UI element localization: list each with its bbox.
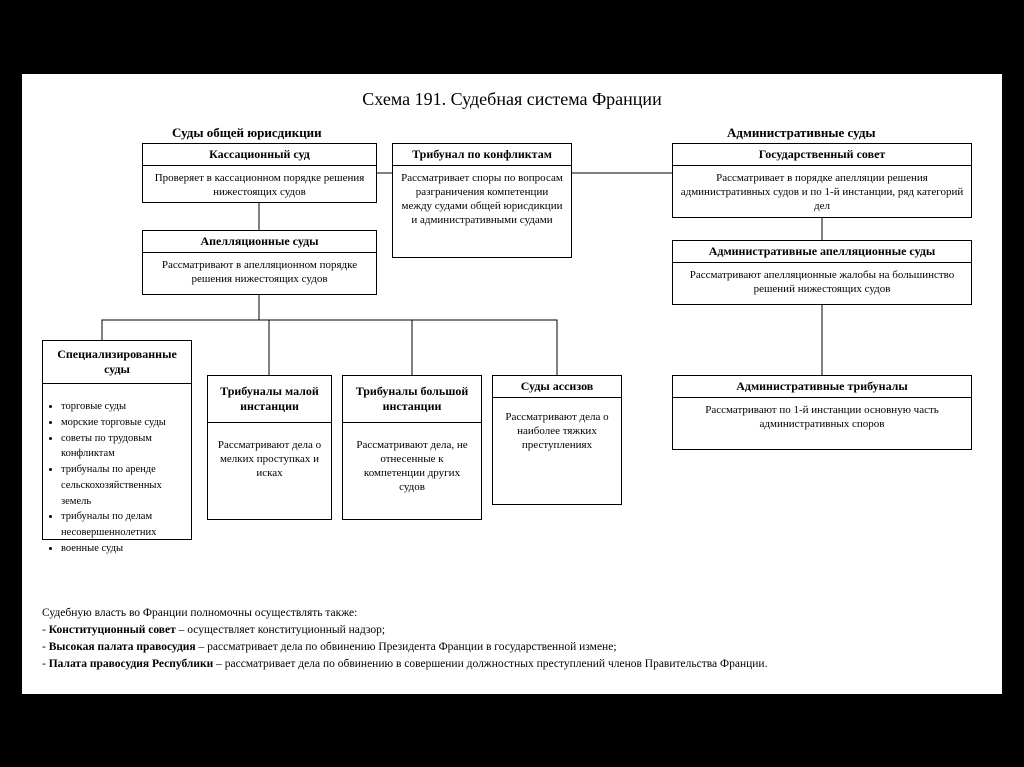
box-title: Административные трибуналы: [673, 376, 971, 398]
box-body: Рассматривают апелляционные жалобы на бо…: [673, 263, 971, 302]
box-title: Трибуналы малой инстанции: [208, 376, 331, 423]
list-item: советы по трудовым конфликтам: [61, 431, 186, 463]
footer-item: - Высокая палата правосудия – рассматрив…: [42, 639, 982, 656]
box-body: Рассматривает споры по вопросам разграни…: [393, 166, 571, 233]
box-admin-tribunals: Административные трибуналыРассматривают …: [672, 375, 972, 450]
footer-notes: Судебную власть во Франции полномочны ос…: [42, 605, 982, 674]
box-body: Рассматривают в апелляционном порядке ре…: [143, 253, 376, 292]
box-assizes: Суды ассизовРассматривают дела о наиболе…: [492, 375, 622, 505]
box-conflicts: Трибунал по конфликтамРассматривает спор…: [392, 143, 572, 258]
box-big-instance: Трибуналы большой инстанцииРассматривают…: [342, 375, 482, 520]
list-item: трибуналы по аренде сельскохозяйственных…: [61, 462, 186, 509]
specialized-list: торговые судыморские торговые судысоветы…: [43, 394, 191, 562]
box-title: Государственный совет: [673, 144, 971, 166]
box-cassation: Кассационный судПроверяет в кассационном…: [142, 143, 377, 203]
footer-item: - Палата правосудия Республики – рассмат…: [42, 656, 982, 673]
box-appeal: Апелляционные судыРассматривают в апелля…: [142, 230, 377, 295]
box-body: Рассматривает в порядке апелляции решени…: [673, 166, 971, 219]
box-small-instance: Трибуналы малой инстанцииРассматривают д…: [207, 375, 332, 520]
box-state-council: Государственный советРассматривает в пор…: [672, 143, 972, 218]
box-body: Рассматривают дела о наиболее тяжких пре…: [493, 398, 621, 458]
box-title: Апелляционные суды: [143, 231, 376, 253]
diagram-canvas: Суды общей юрисдикции Административные с…: [42, 125, 982, 595]
box-title: Трибуналы большой инстанции: [343, 376, 481, 423]
list-item: морские торговые суды: [61, 415, 186, 431]
list-item: военные суды: [61, 541, 186, 557]
section-general: Суды общей юрисдикции: [172, 125, 322, 141]
footer-item: - Конституционный совет – осуществляет к…: [42, 622, 982, 639]
box-body: Рассматривают дела о мелких проступках и…: [208, 423, 331, 486]
box-title: Трибунал по конфликтам: [393, 144, 571, 166]
list-item: торговые суды: [61, 399, 186, 415]
diagram-title: Схема 191. Судебная система Франции: [42, 89, 982, 110]
box-specialized: Специализированные суды торговые судыморс…: [42, 340, 192, 540]
box-title: Административные апелляционные суды: [673, 241, 971, 263]
footer-intro: Судебную власть во Франции полномочны ос…: [42, 605, 982, 622]
box-title: Суды ассизов: [493, 376, 621, 398]
page: Схема 191. Судебная система Франции Суды…: [22, 74, 1002, 694]
box-body: Проверяет в кассационном порядке решения…: [143, 166, 376, 205]
section-admin: Административные суды: [727, 125, 876, 141]
box-title: Специализированные суды: [43, 341, 191, 384]
box-admin-appeal: Административные апелляционные судыРассм…: [672, 240, 972, 305]
box-body: Рассматривают дела, не отнесенные к комп…: [343, 423, 481, 500]
box-title: Кассационный суд: [143, 144, 376, 166]
list-item: трибуналы по делам несовершеннолетних: [61, 509, 186, 541]
box-body: Рассматривают по 1-й инстанции основную …: [673, 398, 971, 437]
